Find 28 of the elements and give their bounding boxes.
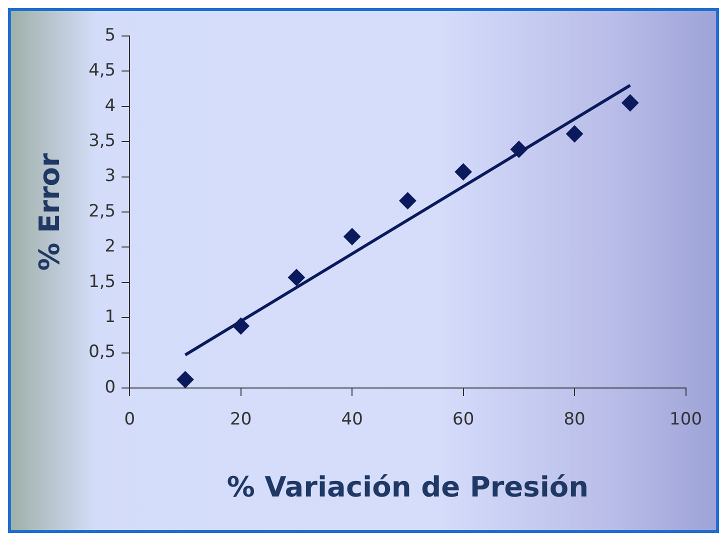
x-axis-title: % Variación de Presión (226, 470, 589, 504)
point (454, 163, 472, 180)
y-tick-label: 1 (104, 307, 116, 328)
y-axis-title: % Error (33, 153, 66, 271)
y-tick-label: 3,5 (88, 131, 116, 152)
x-tick-label: 40 (341, 410, 363, 430)
y-tick-label: 2,5 (88, 201, 116, 222)
x-tick-label: 20 (230, 410, 252, 430)
point (232, 318, 250, 335)
point (176, 371, 194, 388)
y-tick-label: 0 (104, 377, 116, 398)
x-tick-label: 80 (564, 410, 586, 430)
y-tick-label: 3 (104, 166, 116, 186)
y-tick-label: 4 (104, 96, 116, 116)
x-tick-label: 60 (452, 410, 474, 430)
y-tick-label: 0,5 (88, 342, 116, 362)
point (510, 140, 528, 158)
x-tick-label: 100 (670, 410, 702, 430)
point (399, 192, 416, 210)
point (344, 228, 361, 246)
point (622, 94, 639, 112)
point (288, 268, 305, 286)
y-tick-label: 5 (104, 25, 116, 46)
y-tick-label: 4,5 (88, 60, 116, 81)
y-tick-label: 2 (104, 236, 116, 257)
y-tick-label: 1,5 (88, 272, 116, 292)
point (566, 125, 584, 142)
x-tick-label: 0 (124, 410, 136, 430)
